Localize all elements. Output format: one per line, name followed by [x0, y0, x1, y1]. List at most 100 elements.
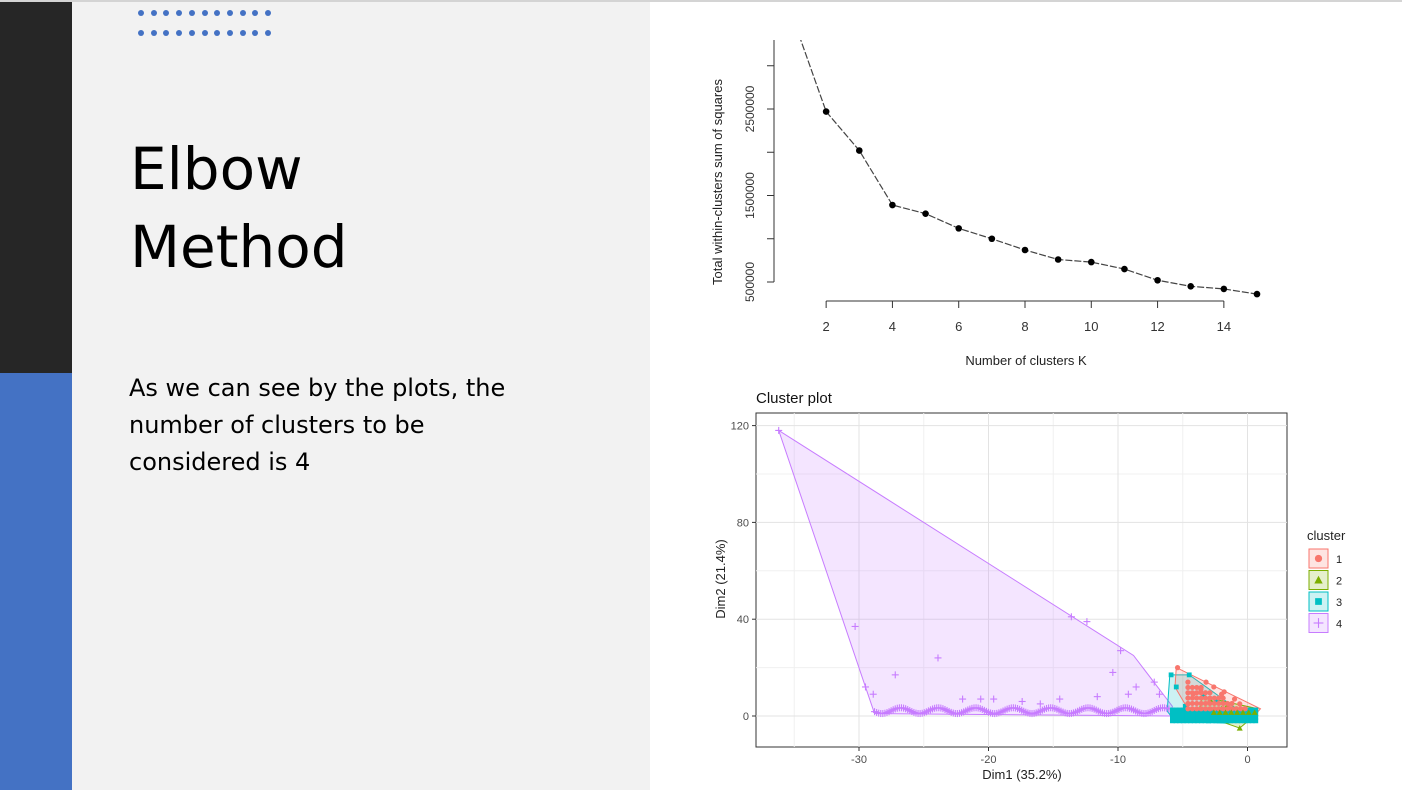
cluster-1-point	[1194, 695, 1200, 701]
cluster-3-point	[1246, 714, 1251, 720]
decorative-dot	[239, 30, 246, 36]
cluster-3-point	[1173, 684, 1179, 690]
legend-label-4: 4	[1336, 619, 1342, 631]
slide-title: Elbow Method	[130, 130, 348, 286]
cluster-3-point	[1184, 714, 1190, 720]
cluster-1-point	[1202, 690, 1209, 696]
decorative-dot	[150, 10, 157, 16]
cluster-1-point	[1185, 695, 1191, 701]
elbow-points	[822, 108, 1261, 298]
cluster-x-tick-label: -10	[1110, 754, 1126, 766]
decorative-dot	[138, 30, 144, 36]
cluster-1-point	[1198, 684, 1204, 691]
text-panel	[72, 2, 650, 790]
cluster-1-point	[1216, 695, 1222, 701]
slide-title-line1: Elbow	[130, 135, 303, 203]
legend-item-3: 3	[1308, 591, 1342, 612]
elbow-point	[1121, 265, 1128, 273]
cluster-plot: Cluster plot -30 -20 -10 0 0 40 80 120 Dim1 (35…	[713, 390, 1346, 782]
cluster-3-point	[1224, 718, 1230, 724]
cluster-3-point	[1235, 714, 1241, 720]
cluster-3-point	[1214, 699, 1219, 704]
elbow-point	[1154, 276, 1161, 284]
cluster-3-point	[1228, 714, 1233, 720]
cluster-1-point	[1233, 706, 1239, 712]
cluster-4-point	[1036, 700, 1044, 708]
decorative-dot	[176, 30, 183, 36]
cluster-1-point	[1229, 700, 1235, 707]
cluster-3-point	[1191, 718, 1197, 724]
cluster-1-point	[1211, 684, 1217, 690]
decorative-dot	[188, 10, 195, 16]
cluster-3-point	[1253, 718, 1259, 724]
decorative-dot	[138, 10, 144, 16]
cluster-3-point	[1209, 718, 1215, 724]
top-rule	[0, 0, 1402, 2]
cluster-axes: -30 -20 -10 0 0 40 80 120	[731, 421, 1251, 766]
legend-marker-4	[1313, 618, 1324, 628]
cluster-3-point	[1191, 714, 1197, 720]
cluster-3-point	[1177, 711, 1183, 716]
cluster-3-point	[1231, 714, 1237, 720]
cluster-2-point	[1239, 709, 1246, 715]
cluster-3-point	[1235, 718, 1241, 724]
cluster-4-point	[934, 654, 942, 662]
slide-title-line2: Method	[130, 213, 348, 281]
cluster-3-point	[1242, 714, 1248, 720]
cluster-3-point	[1195, 714, 1201, 720]
cluster-4-point	[775, 426, 783, 434]
cluster-3-point	[1217, 714, 1222, 720]
elbow-point	[922, 210, 929, 217]
decorative-dot	[265, 10, 271, 16]
cluster-3-point	[1168, 672, 1174, 678]
cluster-1-point	[1220, 700, 1226, 707]
cluster-x-tick-label: -20	[981, 754, 997, 766]
cluster-3-point	[1177, 707, 1183, 713]
elbow-point	[955, 225, 963, 232]
elbow-y-tick-label: 500000	[743, 262, 757, 302]
cluster-y-tick-label: 120	[731, 421, 749, 433]
decorative-dot	[226, 10, 233, 16]
elbow-line	[800, 40, 1258, 295]
cluster-1-point	[1198, 695, 1204, 701]
cluster-title: Cluster plot	[756, 390, 833, 407]
cluster-3-point	[1220, 714, 1226, 720]
cluster-3-point	[1202, 714, 1208, 720]
cluster-3-point	[1249, 718, 1255, 724]
cluster-3-point	[1253, 714, 1259, 720]
decorative-dot	[214, 10, 221, 16]
cluster-3-point	[1186, 672, 1192, 678]
cluster-3-point	[1198, 711, 1204, 716]
elbow-x-tick-label: 10	[1084, 319, 1098, 334]
cluster-1-point	[1194, 684, 1200, 691]
elbow-axes: 500000 1500000 2500000 2 4 6 8 10 12 14	[743, 40, 1231, 334]
cluster-3-point	[1242, 718, 1248, 724]
elbow-plot: 500000 1500000 2500000 2 4 6 8 10 12 14 Number of…	[710, 40, 1261, 368]
cluster-4-point	[1067, 613, 1075, 621]
cluster-3-point	[1191, 711, 1197, 716]
cluster-4-point	[891, 671, 899, 679]
cluster-3-point	[1180, 711, 1186, 716]
elbow-point	[822, 108, 830, 115]
cluster-2-point	[1222, 709, 1229, 715]
cluster-1-point	[1229, 706, 1235, 712]
cluster-1-point	[1198, 690, 1204, 696]
cluster-3-point	[1198, 714, 1204, 720]
elbow-x-tick-label: 6	[955, 319, 962, 334]
cluster-3-point	[1249, 714, 1255, 720]
legend-item-4: 4	[1308, 613, 1342, 633]
legend-marker-1	[1314, 554, 1323, 563]
cluster-4-point	[977, 695, 985, 703]
cluster-1-point	[1189, 700, 1195, 707]
cluster-3-point	[1173, 718, 1179, 724]
cluster-3-point	[1231, 718, 1237, 724]
cluster-1-point	[1216, 706, 1222, 712]
cluster-1-point	[1185, 706, 1191, 712]
cluster-1-point	[1185, 690, 1191, 696]
cluster-1-point	[1211, 706, 1217, 712]
cluster-y-tick-label: 0	[743, 711, 749, 723]
elbow-point	[1087, 258, 1095, 266]
elbow-x-tick-label: 8	[1021, 319, 1028, 334]
cluster-1-point	[1238, 706, 1244, 712]
cluster-4-point	[1018, 697, 1026, 705]
